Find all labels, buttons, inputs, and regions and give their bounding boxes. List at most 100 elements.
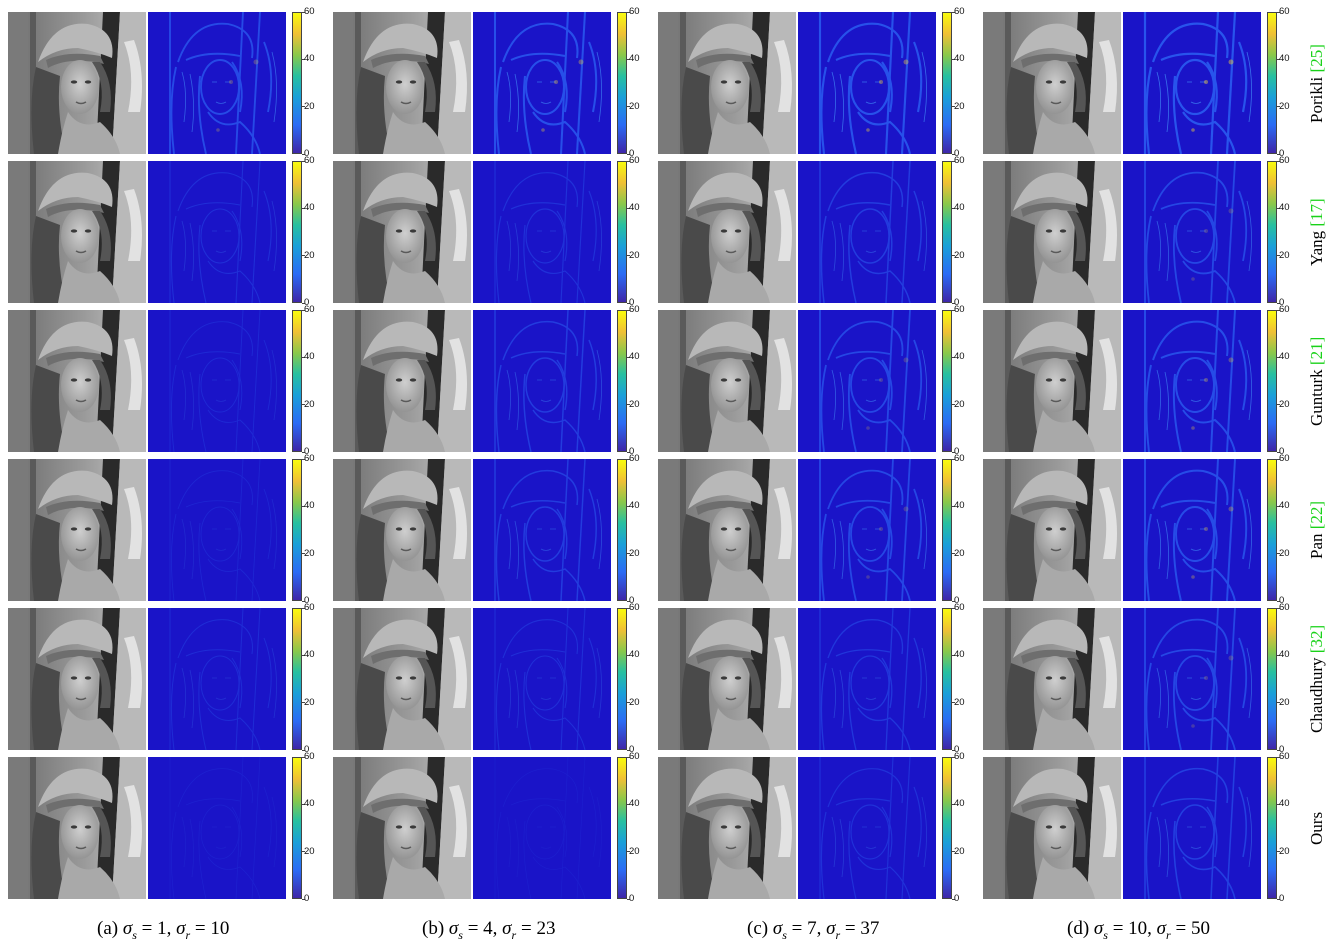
colorbar <box>292 161 302 303</box>
colorbar-tick-label: 40 <box>954 351 965 362</box>
colorbar-tick-mark <box>1277 154 1280 155</box>
colorbar-tick-label: 20 <box>304 548 315 559</box>
colorbar <box>1267 161 1277 303</box>
colorbar-tick-label: 60 <box>304 155 315 166</box>
colorbar-tick-mark <box>952 757 955 758</box>
colorbar-tick-label: 40 <box>1279 798 1290 809</box>
colorbar-tick-mark <box>302 208 305 209</box>
colorbar-tick-label: 60 <box>304 304 315 315</box>
colorbar <box>1267 608 1277 750</box>
error-map <box>798 608 936 750</box>
column-caption: (b) σs = 4, σr = 23 <box>422 918 556 942</box>
colorbar <box>292 310 302 452</box>
colorbar-tick-mark <box>1277 702 1280 703</box>
colorbar-tick-mark <box>627 59 630 60</box>
method-name: Ours <box>1307 811 1326 845</box>
colorbar-tick-label: 60 <box>629 602 640 613</box>
error-map <box>1123 608 1261 750</box>
colorbar-tick-mark <box>1277 506 1280 507</box>
colorbar-tick-label: 40 <box>1279 351 1290 362</box>
filtered-image <box>8 459 146 601</box>
colorbar-tick-label: 0 <box>629 297 635 308</box>
error-map <box>1123 459 1261 601</box>
colorbar-tick-mark <box>302 506 305 507</box>
filtered-image <box>333 12 471 154</box>
error-map <box>473 161 611 303</box>
colorbar-tick-label: 60 <box>629 453 640 464</box>
colorbar <box>617 12 627 154</box>
method-name: Chaudhury <box>1307 657 1326 733</box>
row-label: Ours <box>1307 812 1327 845</box>
colorbar-tick-label: 0 <box>954 148 960 159</box>
colorbar-tick-mark <box>1277 899 1280 900</box>
citation: [21] <box>1307 336 1326 366</box>
colorbar-tick-label: 20 <box>304 250 315 261</box>
colorbar-tick-label: 40 <box>954 53 965 64</box>
colorbar-tick-label: 60 <box>304 602 315 613</box>
colorbar-tick-mark <box>952 161 955 162</box>
colorbar-tick-mark <box>1277 310 1280 311</box>
caption-tag: (a) <box>97 918 119 939</box>
colorbar-tick-mark <box>1277 59 1280 60</box>
colorbar-tick-mark <box>627 106 630 107</box>
filtered-image <box>8 608 146 750</box>
colorbar-tick-label: 40 <box>629 649 640 660</box>
colorbar-tick-label: 60 <box>629 304 640 315</box>
colorbar-tick-label: 0 <box>629 744 635 755</box>
colorbar-tick-mark <box>302 452 305 453</box>
colorbar-tick-mark <box>1277 553 1280 554</box>
colorbar-tick-label: 20 <box>629 399 640 410</box>
colorbar <box>942 310 952 452</box>
colorbar <box>942 608 952 750</box>
column-caption: (d) σs = 10, σr = 50 <box>1067 918 1210 942</box>
colorbar-tick-label: 60 <box>1279 453 1290 464</box>
colorbar-tick-label: 40 <box>1279 649 1290 660</box>
filtered-image <box>333 757 471 899</box>
colorbar-tick-label: 0 <box>304 595 310 606</box>
colorbar-tick-label: 40 <box>629 798 640 809</box>
colorbar-tick-mark <box>302 303 305 304</box>
colorbar-tick-mark <box>627 310 630 311</box>
colorbar-tick-label: 60 <box>629 6 640 17</box>
method-name: Porikli <box>1307 76 1326 123</box>
colorbar-tick-mark <box>952 804 955 805</box>
colorbar-tick-mark <box>1277 459 1280 460</box>
error-map <box>1123 310 1261 452</box>
error-map <box>148 12 286 154</box>
sigma-s-value: 1 <box>157 918 167 939</box>
colorbar-tick-label: 60 <box>1279 6 1290 17</box>
colorbar-tick-label: 40 <box>1279 500 1290 511</box>
colorbar-tick-mark <box>627 608 630 609</box>
colorbar-tick-mark <box>952 601 955 602</box>
colorbar-tick-mark <box>627 757 630 758</box>
filtered-image <box>983 161 1121 303</box>
colorbar-tick-label: 20 <box>629 697 640 708</box>
colorbar-tick-label: 60 <box>954 751 965 762</box>
colorbar-tick-mark <box>1277 608 1280 609</box>
filtered-image <box>8 161 146 303</box>
colorbar-tick-label: 40 <box>304 649 315 660</box>
colorbar <box>292 608 302 750</box>
colorbar-tick-mark <box>627 655 630 656</box>
colorbar-tick-mark <box>302 804 305 805</box>
colorbar-tick-label: 60 <box>954 155 965 166</box>
column-caption: (c) σs = 7, σr = 37 <box>747 918 880 942</box>
colorbar-tick-label: 20 <box>1279 846 1290 857</box>
colorbar-tick-label: 20 <box>954 250 965 261</box>
colorbar-tick-label: 0 <box>304 744 310 755</box>
sigma-r-value: 50 <box>1190 918 1210 939</box>
colorbar-tick-label: 40 <box>629 53 640 64</box>
caption-tag: (d) <box>1067 918 1090 939</box>
colorbar <box>1267 459 1277 601</box>
colorbar-tick-label: 0 <box>1279 595 1285 606</box>
colorbar-tick-label: 60 <box>629 751 640 762</box>
colorbar-tick-mark <box>1277 357 1280 358</box>
colorbar-tick-mark <box>302 106 305 107</box>
colorbar-tick-label: 40 <box>954 798 965 809</box>
colorbar-tick-label: 40 <box>304 500 315 511</box>
colorbar-tick-mark <box>1277 757 1280 758</box>
colorbar <box>617 459 627 601</box>
colorbar-tick-mark <box>952 310 955 311</box>
row-label: Yang [17] <box>1307 198 1327 266</box>
colorbar-tick-label: 60 <box>1279 602 1290 613</box>
